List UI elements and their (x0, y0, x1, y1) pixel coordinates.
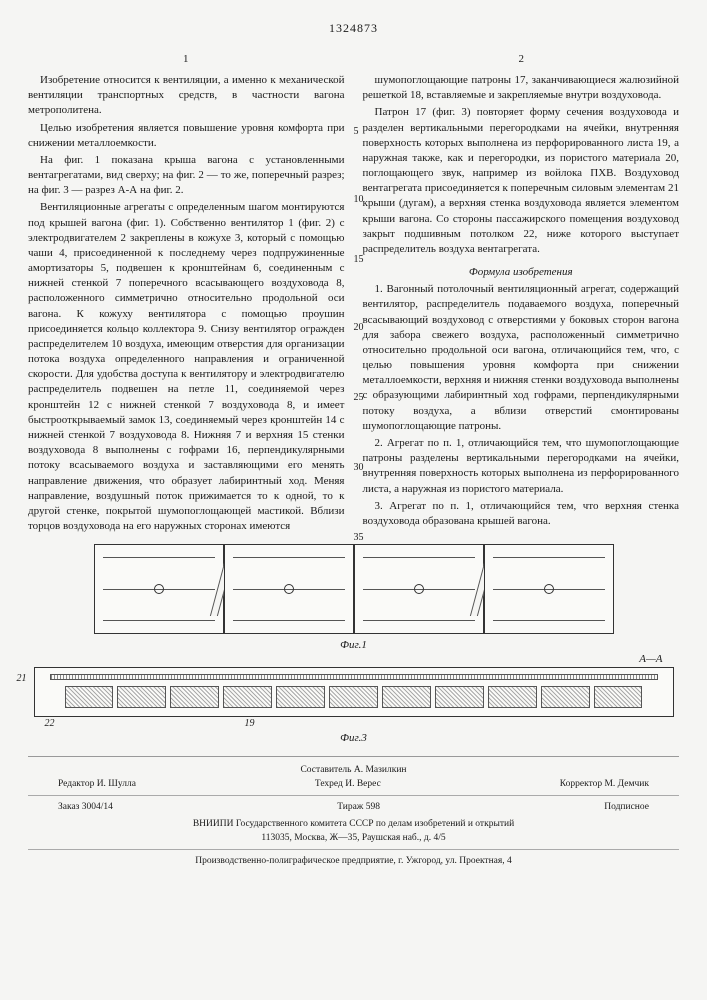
compiler: Составитель А. Мазилкин (28, 763, 679, 777)
line-marker: 15 (354, 253, 364, 267)
tirazh: Тираж 598 (337, 800, 380, 814)
line-marker: 10 (354, 193, 364, 207)
col-num-right: 2 (519, 52, 525, 67)
paragraph: Изобретение относится к вентиляции, а им… (28, 73, 345, 119)
text-columns: 5 10 15 20 25 30 35 40 Изобретение относ… (28, 73, 679, 536)
vniipi: ВНИИПИ Государственного комитета СССР по… (28, 817, 679, 831)
section-label: А—А (639, 652, 662, 667)
editor: Редактор И. Шулла (58, 777, 136, 791)
techred: Техред И. Верес (315, 777, 381, 791)
fig1-panel (94, 544, 224, 634)
figure-1 (28, 544, 679, 634)
claim: 3. Агрегат по п. 1, отличающийся тем, чт… (363, 499, 680, 529)
line-marker: 35 (354, 531, 364, 545)
fig1-panel (484, 544, 614, 634)
address: 113035, Москва, Ж—35, Раушская наб., д. … (28, 831, 679, 845)
line-marker: 5 (354, 125, 359, 139)
fig1-panel (354, 544, 484, 634)
document-number: 1324873 (28, 20, 679, 36)
footer: Составитель А. Мазилкин Редактор И. Шулл… (28, 756, 679, 869)
paragraph: Вентиляционные агрегаты с определенным ш… (28, 200, 345, 534)
paragraph: Патрон 17 (фиг. 3) повторяет форму сечен… (363, 105, 680, 257)
figures-section: Фиг.1 А—А 21 22 19 Фиг.3 (28, 544, 679, 746)
figure-3: А—А 21 22 19 (34, 667, 674, 717)
formula-title: Формула изобретения (363, 265, 680, 280)
right-column: шумопоглощающие патроны 17, заканчивающи… (363, 73, 680, 536)
podpisnoe: Подписное (604, 800, 649, 814)
paragraph: Целью изобретения является повышение уро… (28, 121, 345, 151)
corrector: Корректор М. Демчик (560, 777, 649, 791)
leader-22: 22 (45, 717, 55, 731)
fig1-panel (224, 544, 354, 634)
figure-1-label: Фиг.1 (28, 638, 679, 653)
claim: 2. Агрегат по п. 1, отличающийся тем, чт… (363, 436, 680, 497)
production: Производственно-полиграфическое предприя… (28, 854, 679, 868)
order: Заказ 3004/14 (58, 800, 113, 814)
leader-21: 21 (17, 672, 27, 686)
leader-19: 19 (245, 717, 255, 731)
figure-3-label: Фиг.3 (28, 731, 679, 746)
paragraph: На фиг. 1 показана крыша вагона с устано… (28, 153, 345, 199)
claim: 1. Вагонный потолочный вентиляционный аг… (363, 282, 680, 434)
line-marker: 30 (354, 461, 364, 475)
col-num-left: 1 (183, 52, 189, 67)
line-marker: 25 (354, 391, 364, 405)
column-numbers: 1 2 (28, 52, 679, 67)
line-marker: 20 (354, 321, 364, 335)
left-column: Изобретение относится к вентиляции, а им… (28, 73, 345, 536)
paragraph: шумопоглощающие патроны 17, заканчивающи… (363, 73, 680, 103)
